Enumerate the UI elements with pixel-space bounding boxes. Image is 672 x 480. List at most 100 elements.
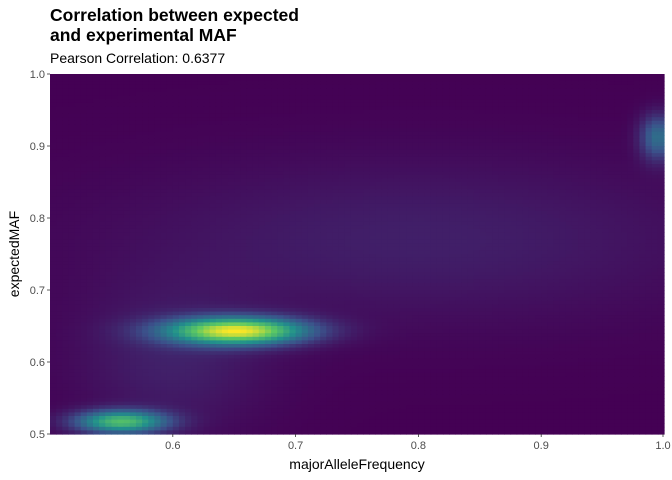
heatmap-cell [565,102,573,107]
heatmap-cell [295,243,303,248]
heatmap-cell [357,221,364,226]
heatmap-cell [442,243,450,248]
heatmap-cell [639,131,647,136]
heatmap-cell [645,128,653,133]
heatmap-cell [320,207,327,212]
heatmap-cell [166,207,174,212]
heatmap-cell [442,171,450,176]
heatmap-cell [627,138,634,143]
heatmap-cell [541,164,548,169]
heatmap-cell [185,99,192,104]
heatmap-cell [203,160,211,165]
heatmap-cell [129,131,137,136]
heatmap-cell [516,88,524,93]
heatmap-cell [627,99,634,104]
heatmap-cell [399,182,407,187]
heatmap-cell [258,185,266,190]
heatmap-cell [74,167,82,172]
heatmap-cell [111,236,119,241]
heatmap-cell [209,81,217,86]
heatmap-cell [485,167,493,172]
heatmap-cell [651,221,659,226]
heatmap-cell [80,99,88,104]
heatmap-cell [418,84,426,89]
heatmap-cell [436,189,444,194]
heatmap-cell [344,210,352,215]
heatmap-cell [559,246,567,251]
heatmap-cell [215,106,223,111]
heatmap-cell [160,160,168,165]
heatmap-cell [105,178,112,183]
heatmap-cell [406,221,413,226]
heatmap-cell [406,200,413,205]
heatmap-cell [406,164,413,169]
heatmap-cell [203,196,211,201]
heatmap-cell [442,120,450,125]
heatmap-cell [584,207,591,212]
heatmap-cell [148,138,155,143]
heatmap-cell [504,239,512,244]
heatmap-cell [228,128,235,133]
heatmap-cell [74,142,82,147]
heatmap-cell [584,160,591,165]
heatmap-cell [62,128,70,133]
heatmap-cell [92,81,100,86]
heatmap-cell [166,84,174,89]
heatmap-cell [535,196,542,201]
heatmap-cell [627,160,634,165]
heatmap-cell [148,110,155,115]
heatmap-cell [185,200,192,205]
heatmap-cell [264,167,272,172]
heatmap-cell [80,81,88,86]
heatmap-cell [221,160,229,165]
heatmap-cell [99,124,106,129]
heatmap-cell [326,232,334,237]
heatmap-cell [436,110,444,115]
heatmap-cell [479,207,487,212]
heatmap-cell [74,131,82,136]
heatmap-cell [215,167,223,172]
heatmap-cell [160,128,168,133]
heatmap-cell [375,200,383,205]
heatmap-cell [314,243,321,248]
heatmap-cell [197,203,205,208]
heatmap-cell [185,92,192,97]
heatmap-cell [578,174,585,179]
heatmap-cell [258,95,266,100]
heatmap-cell [430,228,438,233]
heatmap-cell [363,174,370,179]
heatmap-cell [418,243,426,248]
heatmap-cell [62,149,70,154]
heatmap-cell [277,203,284,208]
heatmap-cell [375,81,383,86]
heatmap-cell [498,164,505,169]
heatmap-cell [123,128,131,133]
heatmap-cell [522,250,530,255]
heatmap-cell [369,232,377,237]
heatmap-cell [479,185,487,190]
heatmap-cell [375,228,383,233]
heatmap-cell [197,81,205,86]
heatmap-cell [608,77,616,82]
heatmap-cell [332,203,340,208]
heatmap-cell [86,117,94,122]
heatmap-cell [209,110,217,115]
heatmap-cell [590,124,598,129]
heatmap-cell [289,106,297,111]
heatmap-cell [553,185,561,190]
heatmap-cell [590,246,598,251]
heatmap-cell [56,74,63,79]
heatmap-cell [473,156,481,161]
heatmap-cell [387,156,395,161]
heatmap-cell [436,153,444,158]
heatmap-cell [221,149,229,154]
heatmap-cell [154,160,162,165]
heatmap-cell [160,77,168,82]
heatmap-cell [80,135,88,140]
heatmap-cell [535,92,542,97]
heatmap-cell [375,124,383,129]
heatmap-cell [50,149,57,154]
heatmap-cell [301,120,309,125]
heatmap-cell [381,92,389,97]
heatmap-cell [614,250,622,255]
